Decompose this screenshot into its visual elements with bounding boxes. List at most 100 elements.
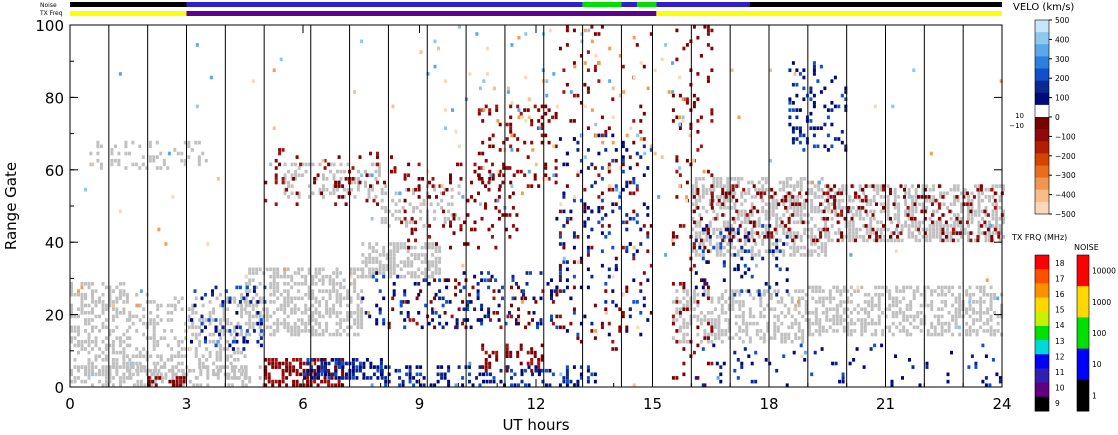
scatter-cell: [311, 329, 315, 333]
scatter-cell: [926, 285, 930, 290]
scatter-cell: [740, 213, 744, 217]
scatter-cell: [520, 368, 524, 373]
scatter-cell: [194, 347, 198, 351]
scatter-cell: [424, 253, 428, 257]
scatter-cell: [752, 206, 756, 210]
scatter-cell: [694, 187, 698, 192]
scatter-cell: [747, 213, 751, 217]
scatter-cell: [618, 325, 622, 330]
scatter-cell: [706, 311, 710, 315]
scatter-cell: [177, 339, 181, 344]
scatter-cell: [576, 379, 580, 384]
scatter-cell: [368, 253, 372, 257]
scatter-cell: [1002, 220, 1005, 225]
scatter-cell: [151, 379, 155, 384]
scatter-cell: [149, 318, 153, 322]
scatter-cell: [405, 224, 409, 228]
scatter-cell: [206, 376, 210, 380]
scatter-cell: [810, 249, 814, 254]
scatter-cell: [698, 195, 702, 199]
scatter-cell: [909, 300, 913, 304]
scatter-cell: [734, 289, 738, 293]
scatter-cell: [328, 332, 332, 337]
scatter-cell: [344, 372, 348, 377]
scatter-cell: [529, 271, 532, 275]
scatter-cell: [834, 231, 838, 235]
scatter-cell: [803, 220, 807, 225]
scatter-cell: [155, 166, 159, 170]
scatter-cell: [933, 332, 937, 337]
scatter-cell: [515, 213, 519, 217]
scatter-cell: [671, 238, 675, 243]
scatter-cell: [618, 195, 622, 199]
scatter-cell: [696, 292, 700, 297]
scatter-cell: [953, 220, 957, 225]
x-tick-label: 18: [759, 395, 778, 413]
scatter-cell: [907, 227, 911, 232]
txfreq-tick-label: 10: [1055, 384, 1065, 393]
scatter-cell: [314, 329, 318, 333]
scatter-cell: [433, 209, 437, 214]
scatter-cell: [456, 162, 459, 167]
scatter-cell: [337, 383, 341, 388]
scatter-cell: [789, 227, 793, 232]
scatter-cell: [461, 383, 465, 388]
scatter-cell: [755, 321, 759, 326]
scatter-cell: [572, 365, 576, 369]
scatter-cell: [227, 383, 231, 388]
scatter-cell: [236, 321, 240, 326]
scatter-cell: [701, 383, 705, 388]
scatter-cell: [583, 220, 587, 225]
scatter-cell: [825, 318, 829, 322]
scatter-cell: [715, 235, 719, 239]
scatter-cell: [545, 93, 549, 98]
scatter-cell: [879, 187, 883, 192]
scatter-cell: [343, 195, 346, 199]
scatter-cell: [245, 339, 249, 344]
txfreq-tick-label: 17: [1055, 274, 1065, 283]
scatter-cell: [975, 285, 979, 290]
scatter-cell: [342, 329, 346, 333]
scatter-cell: [766, 235, 770, 239]
scatter-cell: [997, 231, 1001, 235]
scatter-cell: [685, 43, 689, 47]
scatter-cell: [173, 336, 177, 340]
scatter-cell: [286, 274, 290, 279]
scatter-cell: [717, 314, 721, 319]
scatter-cell: [747, 289, 751, 293]
scatter-cell: [914, 191, 918, 196]
scatter-cell: [431, 307, 435, 312]
scatter-cell: [91, 383, 94, 388]
scatter-cell: [457, 184, 461, 188]
scatter-cell: [733, 267, 737, 272]
scatter-cell: [928, 235, 932, 239]
scatter-cell: [276, 274, 280, 279]
scatter-cell: [240, 314, 244, 319]
scatter-cell: [785, 267, 789, 272]
scatter-cell: [639, 119, 643, 123]
scatter-cell: [526, 184, 530, 188]
scatter-cell: [681, 119, 685, 123]
scatter-cell: [285, 361, 289, 366]
scatter-cell: [968, 325, 972, 330]
scatter-cell: [743, 220, 747, 225]
scatter-cell: [166, 358, 170, 362]
scatter-cell: [308, 162, 311, 167]
scatter-cell: [818, 296, 822, 301]
scatter-cell: [101, 282, 105, 286]
scatter-cell: [214, 285, 218, 290]
scatter-cell: [748, 292, 752, 297]
scatter-cell: [750, 249, 754, 254]
scatter-cell: [488, 144, 492, 149]
scatter-cell: [466, 213, 470, 217]
scatter-cell: [208, 339, 212, 344]
scatter-cell: [255, 271, 259, 275]
scatter-cell: [764, 177, 768, 181]
scatter-cell: [164, 242, 168, 246]
scatter-cell: [286, 267, 290, 272]
scatter-cell: [733, 368, 737, 373]
scatter-cell: [438, 267, 442, 272]
scatter-cell: [501, 180, 505, 185]
scatter-cell: [537, 361, 541, 366]
x-axis: 0 3 6 9 12 15 18 21 24: [65, 25, 1012, 413]
